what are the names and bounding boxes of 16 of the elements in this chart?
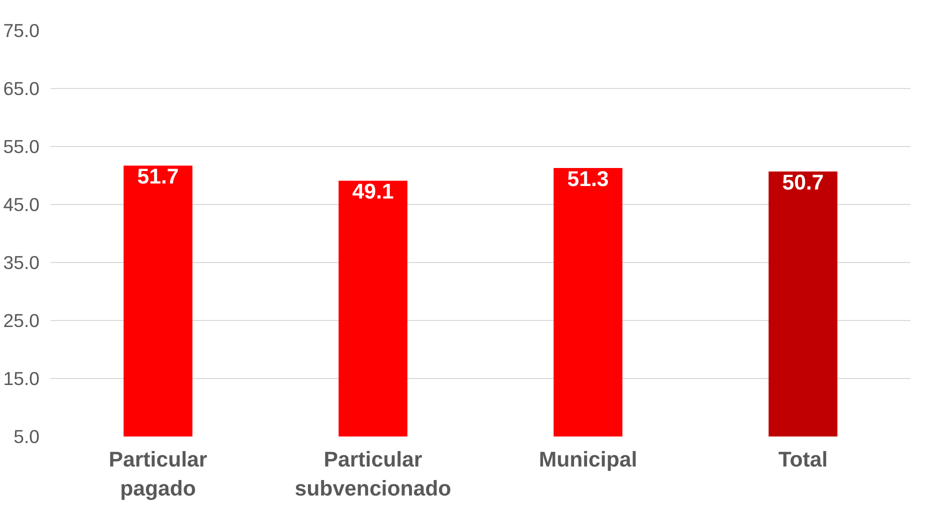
- y-tick-label: 75.0: [3, 20, 40, 41]
- y-tick-label: 25.0: [3, 310, 40, 331]
- x-tick-label: Particular subvencionado: [294, 448, 452, 500]
- y-tick-label: 45.0: [3, 194, 40, 215]
- data-label: 50.7: [782, 170, 824, 194]
- y-tick-label: 55.0: [3, 136, 40, 157]
- x-tick-label: Total: [778, 448, 828, 472]
- data-label: 49.1: [352, 180, 394, 204]
- y-tick-label: 5.0: [14, 426, 40, 447]
- y-tick-label: 35.0: [3, 252, 40, 273]
- x-tick-label: Municipal: [538, 448, 638, 472]
- data-label: 51.7: [137, 164, 179, 189]
- y-tick-label: 15.0: [3, 368, 40, 389]
- data-label: 51.3: [567, 166, 609, 191]
- y-tick-label: 65.0: [3, 78, 40, 99]
- x-tick-label: Particular pagado: [108, 448, 208, 500]
